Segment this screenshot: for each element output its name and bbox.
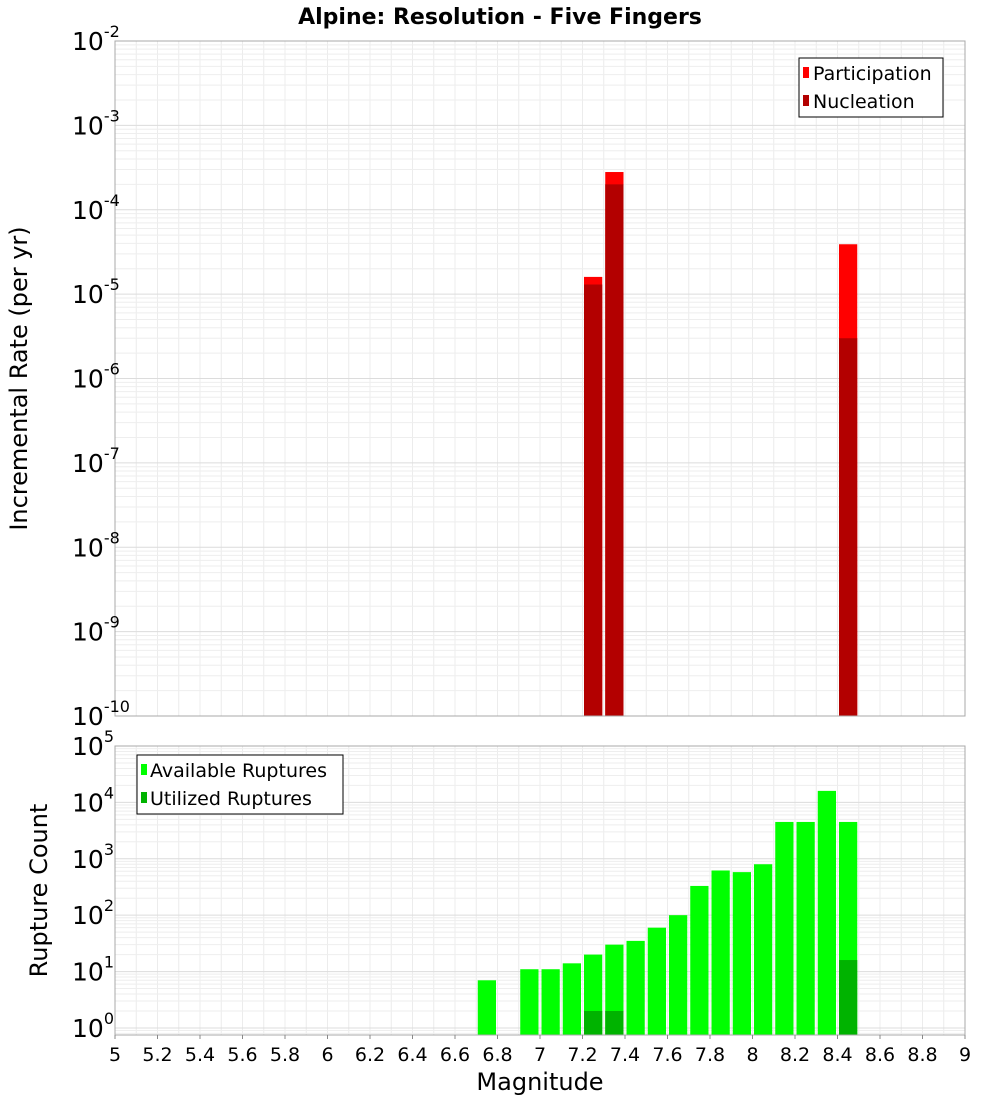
bottom-legend-box <box>136 754 344 815</box>
top-y-tick-label: 10-9 <box>72 613 120 647</box>
bottom-bar-utilized-ruptures <box>584 1010 603 1035</box>
x-tick-label: 7.4 <box>610 1044 640 1066</box>
x-tick-label: 7.8 <box>695 1044 725 1066</box>
x-tick-label: 8 <box>746 1044 758 1066</box>
bottom-bar-available-ruptures <box>626 940 645 1035</box>
bottom-legend: Available Ruptures Utilized Ruptures <box>136 754 344 815</box>
bottom-y-tick-label: 102 <box>72 896 114 930</box>
x-tick-label: 5.8 <box>270 1044 300 1066</box>
chart-title: Alpine: Resolution - Five Fingers <box>298 5 702 30</box>
legend-swatch-available <box>141 764 147 775</box>
bottom-bar-available-ruptures <box>541 969 560 1035</box>
legend-label-utilized: Utilized Ruptures <box>150 788 312 810</box>
top-bar-nucleation <box>584 284 603 716</box>
x-axis-label: Magnitude <box>476 1068 603 1096</box>
bottom-bar-available-ruptures <box>690 885 709 1035</box>
x-tick-label: 8.2 <box>780 1044 810 1066</box>
bottom-y-axis-label: Rupture Count <box>25 804 53 978</box>
bottom-bar-available-ruptures <box>669 915 688 1035</box>
x-tick-label: 7 <box>534 1044 546 1066</box>
bottom-y-tick-label: 105 <box>72 727 114 761</box>
bottom-bar-available-ruptures <box>732 872 751 1035</box>
top-y-tick-label: 10-6 <box>72 360 120 394</box>
bottom-y-tick-label: 100 <box>72 1009 114 1043</box>
legend-swatch-nucleation <box>803 95 809 106</box>
top-legend-box <box>798 57 944 118</box>
x-tick-label: 8.4 <box>822 1044 852 1066</box>
top-y-tick-label: 10-5 <box>72 275 120 309</box>
x-tick-label: 8.6 <box>865 1044 895 1066</box>
top-bar-nucleation <box>605 184 624 717</box>
bottom-y-tick-label: 104 <box>72 783 114 817</box>
top-y-tick-label: 10-10 <box>72 697 130 731</box>
bottom-bar-available-ruptures <box>796 821 815 1035</box>
legend-label-participation: Participation <box>813 63 932 85</box>
bottom-y-tick-label: 101 <box>72 953 114 987</box>
x-tick-label: 6.2 <box>355 1044 385 1066</box>
bottom-bar-available-ruptures <box>817 790 836 1035</box>
top-bar-nucleation <box>839 338 858 716</box>
bottom-bar-available-ruptures <box>647 927 666 1035</box>
x-tick-label: 6 <box>321 1044 333 1066</box>
x-ticks: 5 5.2 5.4 5.6 5.8 6 6.2 6.4 6.6 6.8 7 7.2 7.4 7.6 7.8 8… <box>109 1035 971 1066</box>
x-tick-label: 7.6 <box>652 1044 682 1066</box>
top-y-tick-label: 10-3 <box>72 106 120 140</box>
top-panel: 10-10 10-9 10-8 10-7 10-6 10-5 10-4 10-3 10-2 In… <box>5 22 966 731</box>
top-bars <box>584 172 858 717</box>
x-tick-label: 8.8 <box>907 1044 937 1066</box>
x-tick-label: 5.2 <box>142 1044 172 1066</box>
top-plot-frame <box>114 40 966 717</box>
x-tick-label: 6.8 <box>482 1044 512 1066</box>
x-tick-label: 5.6 <box>227 1044 257 1066</box>
bottom-y-tick-label: 103 <box>72 840 114 874</box>
bottom-y-ticks: 100 101 102 103 104 105 <box>72 727 114 1043</box>
legend-label-available: Available Ruptures <box>150 760 327 782</box>
top-y-tick-label: 10-4 <box>72 191 120 225</box>
x-tick-label: 6.4 <box>397 1044 427 1066</box>
top-legend: Participation Nucleation <box>798 57 944 118</box>
top-y-ticks: 10-10 10-9 10-8 10-7 10-6 10-5 10-4 10-3 10-2 <box>72 22 130 731</box>
top-y-tick-label: 10-7 <box>72 444 120 478</box>
legend-swatch-participation <box>803 67 809 78</box>
top-grid <box>114 41 966 717</box>
bottom-bar-available-ruptures <box>775 821 794 1035</box>
x-tick-label: 6.6 <box>440 1044 470 1066</box>
x-tick-label: 9 <box>959 1044 971 1066</box>
bottom-bar-utilized-ruptures <box>605 1010 624 1035</box>
top-y-tick-label: 10-2 <box>72 22 120 56</box>
bottom-panel: 100 101 102 103 104 105 5 5.2 5.4 5.6 5.8 6 6.2 6.4 6… <box>25 727 971 1096</box>
x-tick-label: 5.4 <box>185 1044 215 1066</box>
bottom-bars <box>477 790 858 1035</box>
bottom-bar-utilized-ruptures <box>839 960 858 1035</box>
bottom-bar-available-ruptures <box>711 870 730 1035</box>
bottom-bar-available-ruptures <box>477 980 496 1035</box>
bottom-bar-available-ruptures <box>562 963 581 1035</box>
bottom-bar-available-ruptures <box>754 864 773 1035</box>
top-y-tick-label: 10-8 <box>72 528 120 562</box>
x-tick-label: 7.2 <box>567 1044 597 1066</box>
top-y-axis-label: Incremental Rate (per yr) <box>5 226 33 530</box>
legend-swatch-utilized <box>141 792 147 803</box>
legend-label-nucleation: Nucleation <box>813 91 915 113</box>
bottom-bar-available-ruptures <box>520 969 539 1035</box>
x-tick-label: 5 <box>109 1044 121 1066</box>
